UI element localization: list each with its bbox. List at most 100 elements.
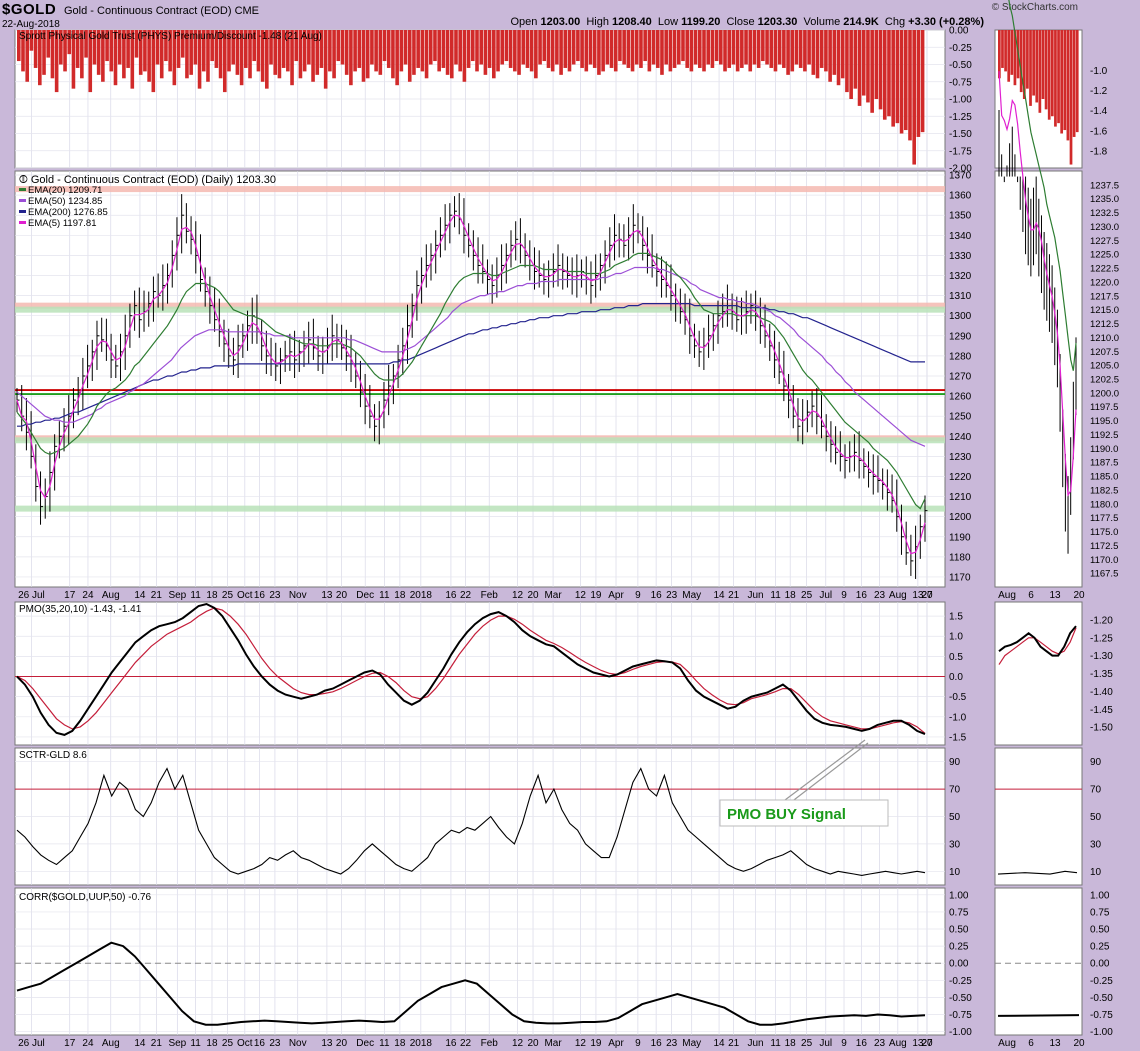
pmo-buy-signal-label: PMO BUY Signal [727,806,846,823]
x-axis-label: 24 [82,590,94,601]
price-inset-ytick-label: 1212.5 [1090,319,1119,330]
phys-bar [555,30,559,65]
phys-ytick-label: -1.75 [949,146,972,157]
phys-inset-ytick-label: -1.0 [1090,66,1108,77]
price-ytick-label: 1340 [949,231,972,242]
phys-bar [302,30,307,72]
x-axis-label: 25 [222,1038,234,1049]
phys-bar [109,30,114,72]
x-axis-label: 20 [921,590,933,601]
price-ytick-label: 1350 [949,211,972,222]
phys-bar [756,30,761,68]
phys-bar [42,30,46,75]
x-axis-label: Dec [356,590,374,601]
ema20-inset-line [1008,0,1077,371]
phys-bar [840,30,845,79]
phys-inset-bar [1054,30,1057,127]
annotation-box [719,799,889,827]
phys-bar [227,30,231,72]
phys-bar [365,30,370,79]
price-ytick-label: 1370 [949,171,972,182]
price-zone [15,306,945,313]
x-axis-label: Sep [168,590,186,601]
x-axis-label: 14 [134,590,146,601]
x-axis-label: Jul [819,590,832,601]
phys-ytick-label: -2.00 [949,164,972,175]
phys-bar [134,30,139,58]
phys-bar [744,30,748,65]
phys-bar [803,30,807,72]
inset-x-axis-label: 13 [1049,590,1061,601]
phys-bar [33,30,38,68]
corr-ytick-label: 0.25 [949,942,969,953]
phys-bar [916,30,921,137]
sctr-inset-ytick-label: 30 [1090,839,1102,850]
x-axis-label: 16 [254,1038,266,1049]
phys-bar [54,30,59,93]
sctr-inset-ytick-label: 50 [1090,812,1102,823]
sctr-inset-line [997,870,1078,875]
legend-entry: EMA(50) 1234.85 [28,196,102,207]
legend-entry: EMA(5) 1197.81 [28,218,96,229]
phys-bar [727,30,732,68]
phys-bar [344,30,349,75]
phys-bar [693,30,698,65]
phys-bar [769,30,774,68]
inset-x-axis-label: 13 [1049,1038,1061,1049]
pmo-signal-line [16,607,926,734]
phys-bar [445,30,450,75]
phys-bar [59,30,63,65]
x-axis-label: 26 Jul [18,1038,45,1049]
phys-bar [475,30,479,72]
phys-inset-bar [1026,30,1029,89]
phys-inset-bar [1022,30,1026,99]
sctr-ytick-label: 30 [949,839,961,850]
phys-bar [328,30,332,72]
phys-inset-bar [1041,30,1045,99]
x-axis-label: May [682,1038,701,1049]
x-axis-label: Nov [289,590,307,601]
phys-bar [433,30,437,62]
x-axis-label: 22 [460,1038,472,1049]
phys-bar [878,30,883,110]
price-inset-ytick-label: 1207.5 [1090,347,1119,358]
x-axis-label: Jul [819,1038,832,1049]
phys-bar [101,30,105,82]
phys-bar [622,30,626,65]
corr-title: CORR($GOLD,UUP,50) -0.76 [19,892,152,903]
phys-bar [534,30,538,79]
brand: © StockCharts.com [991,2,1078,13]
phys-bar [449,30,454,79]
ema5-inset-line [998,71,1077,497]
corr-inset-ytick-label: 0.00 [1090,959,1110,970]
phys-bar [21,30,25,72]
phys-bar [248,30,252,79]
phys-bar [845,30,849,93]
corr-inset-ytick-label: 0.75 [1090,907,1110,918]
price-ytick-label: 1310 [949,291,972,302]
phys-bar [613,30,618,72]
phys-bar [290,30,294,86]
x-axis-label: Oct [237,590,253,601]
x-axis-label: 19 [590,590,602,601]
phys-inset-bar [1007,30,1011,82]
phys-bar [50,30,55,79]
x-axis-label: 21 [151,590,163,601]
phys-title: Sprott Physical Gold Trust (PHYS) Premiu… [19,31,322,42]
price-inset-ytick-label: 1230.0 [1090,222,1119,233]
phys-bar [576,30,580,62]
phys-bar [740,30,744,68]
corr-frame [14,887,946,1036]
corr-inset-ytick-label: 0.50 [1090,925,1110,936]
phys-bar [609,30,614,68]
phys-bar [849,30,853,99]
sctr-ytick-label: 70 [949,785,961,796]
phys-bar [815,30,820,79]
x-axis-label: 26 Jul [18,590,45,601]
price-ytick-label: 1300 [949,311,972,322]
phys-bar [399,30,404,72]
x-axis-label: 16 [651,1038,663,1049]
phys-bar [180,30,185,58]
x-axis-label: 20 [527,590,539,601]
inset-x-axis-label: 6 [1028,1038,1034,1049]
